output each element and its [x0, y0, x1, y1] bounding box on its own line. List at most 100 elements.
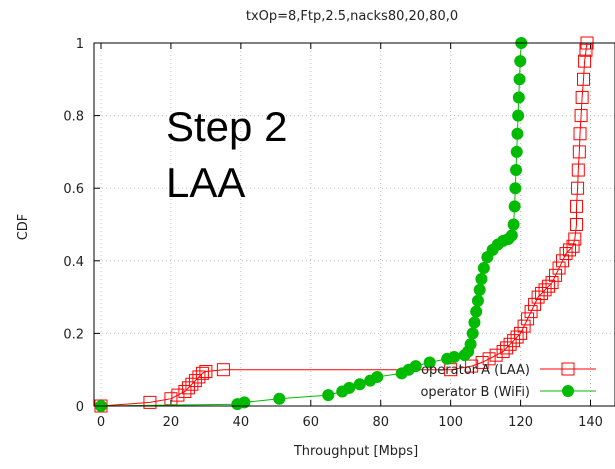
- data-point: [505, 229, 518, 242]
- data-point: [475, 355, 489, 369]
- data-point: [371, 370, 384, 383]
- data-point: [524, 305, 538, 319]
- data-point: [500, 341, 514, 355]
- data-point: [517, 319, 531, 333]
- x-tick-label: 140: [578, 415, 603, 430]
- data-point: [470, 305, 483, 318]
- y-tick-label: 0.6: [63, 182, 84, 197]
- x-tick-label: 40: [233, 415, 250, 430]
- series-layer: [94, 36, 594, 413]
- data-point: [464, 338, 477, 351]
- data-point: [468, 316, 481, 329]
- data-point: [496, 345, 510, 359]
- y-axis-title: CDF: [16, 214, 31, 241]
- data-point: [489, 348, 503, 362]
- data-point: [509, 182, 522, 195]
- data-point: [192, 370, 206, 384]
- y-tick-label: 0: [76, 400, 84, 415]
- data-point: [322, 389, 335, 402]
- plot-frame: [93, 42, 615, 407]
- data-point: [563, 243, 577, 257]
- data-point: [199, 365, 213, 379]
- data-point: [513, 73, 526, 86]
- legend-marker: [562, 385, 574, 397]
- x-tick-label: 120: [508, 415, 533, 430]
- data-point: [508, 200, 521, 213]
- data-point: [507, 218, 520, 231]
- data-point: [531, 290, 545, 304]
- legend-label: operator A (LAA): [421, 363, 530, 378]
- annotation-laa: LAA: [166, 159, 245, 206]
- data-point: [181, 381, 195, 395]
- y-tick-label: 0.8: [63, 110, 84, 125]
- data-point: [578, 54, 592, 68]
- data-point: [538, 283, 552, 297]
- annotation-step: Step 2: [166, 103, 287, 150]
- data-point: [465, 359, 479, 373]
- data-point: [574, 109, 588, 123]
- data-point: [542, 279, 556, 293]
- data-point: [475, 272, 488, 285]
- data-point: [188, 374, 202, 388]
- y-tick-label: 1: [76, 37, 84, 52]
- data-point: [510, 330, 524, 344]
- data-point: [143, 395, 157, 409]
- x-tick-label: 60: [303, 415, 320, 430]
- legend-entry-operator-a: operator A (LAA): [421, 362, 596, 378]
- data-point: [512, 109, 525, 122]
- data-point: [579, 43, 593, 57]
- x-tick-label: 0: [97, 415, 105, 430]
- legend-label: operator B (WiFi): [420, 385, 530, 400]
- grid: [94, 43, 615, 406]
- data-point: [512, 91, 525, 104]
- data-point: [521, 312, 535, 326]
- data-point: [571, 163, 585, 177]
- data-point: [216, 363, 230, 377]
- data-point: [510, 145, 523, 158]
- data-point: [178, 384, 192, 398]
- data-point: [409, 360, 422, 373]
- x-tick-label: 20: [163, 415, 180, 430]
- data-point: [511, 127, 524, 140]
- data-point: [171, 388, 185, 402]
- data-point: [507, 334, 521, 348]
- data-point: [510, 164, 523, 177]
- data-point: [549, 268, 563, 282]
- x-axis-title: Throughput [Mbps]: [293, 444, 418, 459]
- data-point: [572, 145, 586, 159]
- legend-marker: [561, 362, 575, 376]
- data-point: [273, 392, 286, 405]
- data-point: [477, 262, 490, 275]
- axis-ticks: 0 20 40 60 80 100 120 140 0 0.2 0.4 0.6 0.8 1: [63, 37, 603, 430]
- data-point: [559, 247, 573, 261]
- data-point: [571, 181, 585, 195]
- legend-entry-operator-b: operator B (WiFi): [420, 385, 596, 400]
- data-point: [570, 199, 584, 213]
- data-point: [575, 90, 589, 104]
- data-point: [573, 127, 587, 141]
- legend: operator A (LAA) operator B (WiFi): [420, 362, 596, 400]
- data-point: [566, 239, 580, 253]
- data-point: [471, 294, 484, 307]
- data-point: [195, 366, 209, 380]
- data-point: [238, 396, 251, 409]
- data-point: [577, 72, 591, 86]
- data-point: [423, 356, 436, 369]
- x-tick-label: 100: [438, 415, 463, 430]
- data-point: [552, 261, 566, 275]
- data-point: [570, 218, 584, 231]
- data-point: [556, 254, 570, 268]
- data-point: [545, 276, 559, 290]
- data-point: [514, 55, 527, 68]
- data-point: [185, 377, 199, 391]
- series-operator-b: [94, 37, 528, 412]
- x-tick-label: 80: [372, 415, 389, 430]
- data-point: [535, 286, 549, 300]
- data-point: [528, 297, 542, 311]
- data-point: [473, 283, 486, 296]
- data-point: [482, 352, 496, 366]
- data-point: [343, 381, 356, 394]
- data-point: [444, 363, 458, 377]
- chart-title: txOp=8,Ftp,2.5,nacks80,20,80,0: [246, 9, 458, 24]
